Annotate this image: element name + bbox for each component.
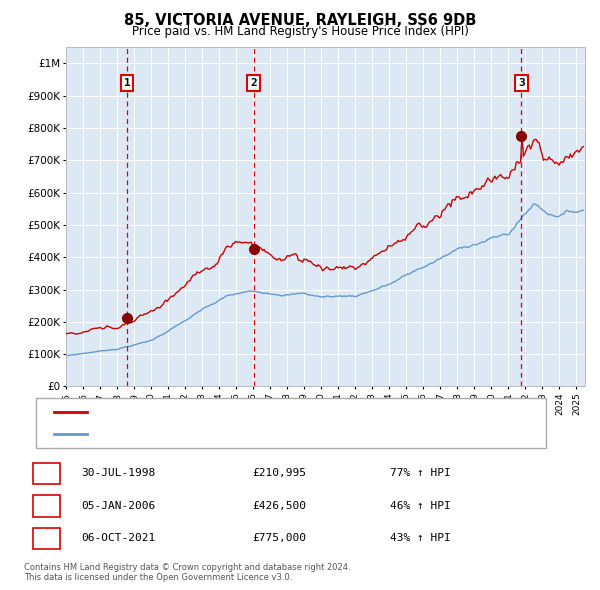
Text: 1: 1 bbox=[43, 468, 50, 478]
Text: 3: 3 bbox=[518, 78, 525, 88]
Text: 05-JAN-2006: 05-JAN-2006 bbox=[81, 501, 155, 511]
Text: 06-OCT-2021: 06-OCT-2021 bbox=[81, 533, 155, 543]
Text: 30-JUL-1998: 30-JUL-1998 bbox=[81, 468, 155, 478]
Text: Contains HM Land Registry data © Crown copyright and database right 2024.
This d: Contains HM Land Registry data © Crown c… bbox=[24, 563, 350, 582]
Text: 85, VICTORIA AVENUE, RAYLEIGH, SS6 9DB (detached house): 85, VICTORIA AVENUE, RAYLEIGH, SS6 9DB (… bbox=[93, 407, 411, 417]
Text: HPI: Average price, detached house, Rochford: HPI: Average price, detached house, Roch… bbox=[93, 430, 332, 440]
Text: 3: 3 bbox=[43, 533, 50, 543]
Text: 2: 2 bbox=[250, 78, 257, 88]
Text: 1: 1 bbox=[124, 78, 130, 88]
Text: 77% ↑ HPI: 77% ↑ HPI bbox=[390, 468, 451, 478]
Text: £775,000: £775,000 bbox=[252, 533, 306, 543]
Text: £210,995: £210,995 bbox=[252, 468, 306, 478]
Text: £426,500: £426,500 bbox=[252, 501, 306, 511]
Text: Price paid vs. HM Land Registry's House Price Index (HPI): Price paid vs. HM Land Registry's House … bbox=[131, 25, 469, 38]
Text: 46% ↑ HPI: 46% ↑ HPI bbox=[390, 501, 451, 511]
Text: 85, VICTORIA AVENUE, RAYLEIGH, SS6 9DB: 85, VICTORIA AVENUE, RAYLEIGH, SS6 9DB bbox=[124, 13, 476, 28]
Text: 43% ↑ HPI: 43% ↑ HPI bbox=[390, 533, 451, 543]
Text: 2: 2 bbox=[43, 501, 50, 511]
